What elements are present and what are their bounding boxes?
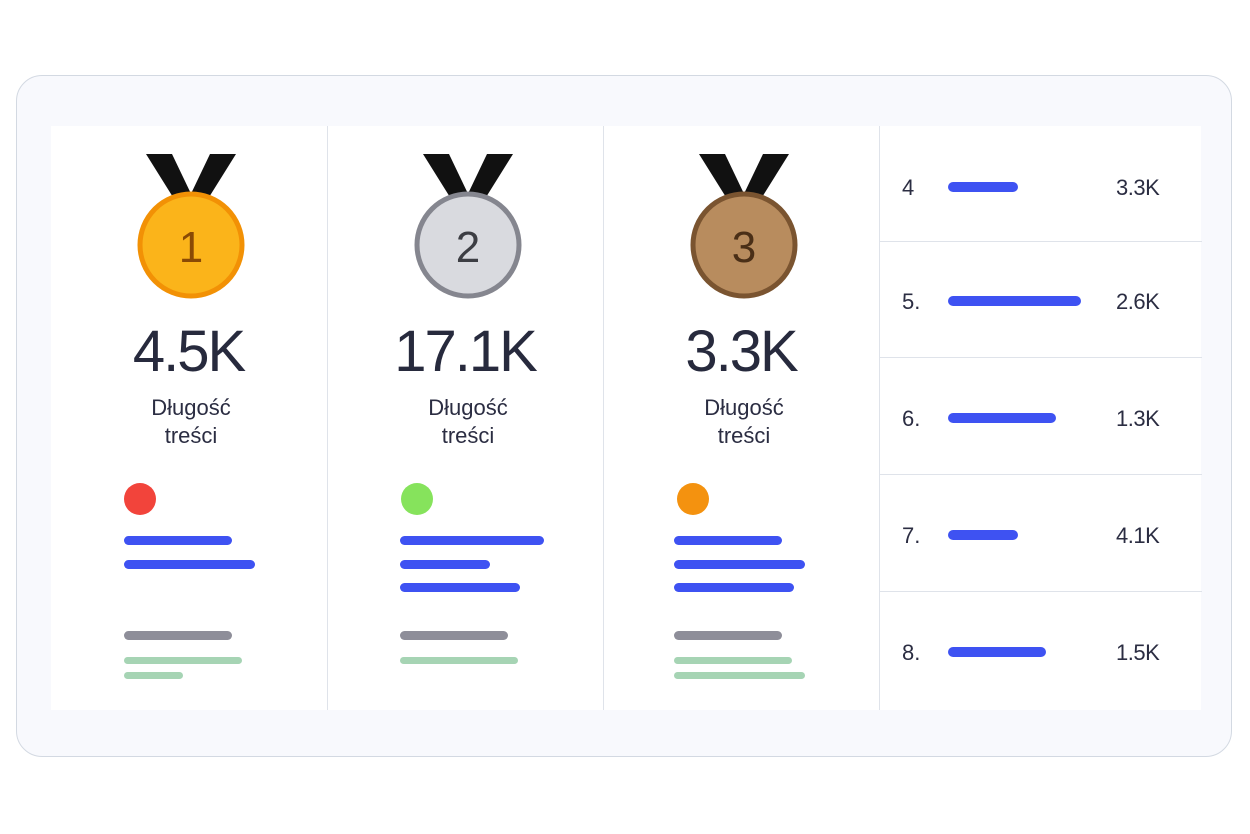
ranking-value: 2.6K xyxy=(1116,289,1160,314)
ranking-position: 7. xyxy=(902,523,921,548)
meta-line-placeholder xyxy=(674,672,805,679)
ranking-value: 4.1K xyxy=(1116,523,1160,548)
text-line-placeholder xyxy=(674,560,805,569)
ranking-bar xyxy=(948,296,1081,306)
meta-line-placeholder xyxy=(674,657,792,664)
ranking-bar xyxy=(948,530,1018,540)
content-length-label: Długość treści xyxy=(151,395,231,448)
medal-rank-text: 1 xyxy=(179,223,203,272)
silver-medal-icon: 2 xyxy=(414,154,522,299)
ranking-position: 4 xyxy=(902,175,915,200)
content-length-value: 3.3K xyxy=(685,319,798,384)
meta-line-placeholder xyxy=(124,672,183,679)
text-line-placeholder xyxy=(400,560,490,569)
ranking-row[interactable]: 7. 4.1K xyxy=(880,476,1202,592)
gold-medal-icon: 1 xyxy=(137,154,245,299)
text-line-placeholder xyxy=(674,583,794,592)
medal-rank-text: 2 xyxy=(456,223,480,272)
ranking-value: 3.3K xyxy=(1116,175,1160,200)
ranking-value: 1.5K xyxy=(1116,640,1160,665)
ranking-row[interactable]: 6. 1.3K xyxy=(880,359,1202,475)
status-dot xyxy=(401,483,433,515)
text-line-placeholder xyxy=(124,560,255,569)
ranking-list: 4 3.3K 5. 2.6K 6. 1.3K 7. 4.1K 8. xyxy=(879,126,1202,710)
content-length-label: Długość treści xyxy=(428,395,508,448)
ranking-bar xyxy=(948,182,1018,192)
meta-line-placeholder xyxy=(400,657,518,664)
text-line-placeholder xyxy=(400,536,544,545)
status-dot xyxy=(124,483,156,515)
ranking-row[interactable]: 8. 1.5K xyxy=(880,593,1202,709)
ranking-position: 5. xyxy=(902,289,921,314)
meta-line-placeholder xyxy=(124,657,242,664)
ranking-position: 6. xyxy=(902,406,921,431)
ranking-position: 8. xyxy=(902,640,921,665)
ranking-bar xyxy=(948,413,1056,423)
text-line-placeholder xyxy=(674,536,782,545)
leaderboard-panel: 1 4.5K Długość treści 2 17.1K Długość tr… xyxy=(51,126,1202,710)
ranking-row[interactable]: 5. 2.6K xyxy=(880,242,1202,358)
podium-second[interactable]: 2 17.1K Długość treści xyxy=(327,126,602,710)
leaderboard-card: 1 4.5K Długość treści 2 17.1K Długość tr… xyxy=(16,75,1232,757)
meta-line-placeholder xyxy=(400,631,508,640)
meta-line-placeholder xyxy=(674,631,782,640)
ranking-bar xyxy=(948,647,1046,657)
podium-first[interactable]: 1 4.5K Długość treści xyxy=(51,126,326,710)
content-length-value: 17.1K xyxy=(394,319,538,384)
content-length-value: 4.5K xyxy=(132,319,246,384)
medal-rank-text: 3 xyxy=(732,223,756,272)
meta-line-placeholder xyxy=(124,631,232,640)
content-length-label: Długość treści xyxy=(704,395,784,448)
ranking-row[interactable]: 4 3.3K xyxy=(880,126,1202,242)
bronze-medal-icon: 3 xyxy=(690,154,798,299)
podium-third[interactable]: 3 3.3K Długość treści xyxy=(603,126,878,710)
status-dot xyxy=(677,483,709,515)
ranking-value: 1.3K xyxy=(1116,406,1160,431)
text-line-placeholder xyxy=(124,536,232,545)
text-line-placeholder xyxy=(400,583,520,592)
